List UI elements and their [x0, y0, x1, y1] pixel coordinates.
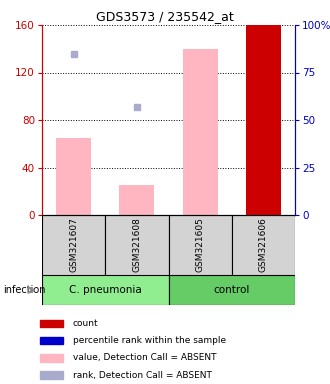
- Text: C. pneumonia: C. pneumonia: [69, 285, 142, 295]
- Bar: [169, 275, 295, 305]
- Text: control: control: [214, 285, 250, 295]
- Bar: [40, 354, 63, 362]
- Bar: [232, 215, 295, 275]
- Bar: [105, 215, 169, 275]
- Text: GSM321608: GSM321608: [132, 218, 141, 272]
- Bar: [42, 215, 105, 275]
- Text: count: count: [73, 319, 98, 328]
- Bar: [56, 138, 91, 215]
- Bar: [246, 25, 281, 215]
- Bar: [119, 185, 154, 215]
- Text: GDS3573 / 235542_at: GDS3573 / 235542_at: [96, 10, 234, 23]
- Bar: [40, 371, 63, 379]
- Bar: [42, 275, 169, 305]
- Text: GSM321606: GSM321606: [259, 218, 268, 272]
- Bar: [40, 337, 63, 344]
- Text: GSM321607: GSM321607: [69, 218, 78, 272]
- Bar: [169, 215, 232, 275]
- Text: rank, Detection Call = ABSENT: rank, Detection Call = ABSENT: [73, 371, 212, 380]
- Text: value, Detection Call = ABSENT: value, Detection Call = ABSENT: [73, 353, 216, 362]
- Text: percentile rank within the sample: percentile rank within the sample: [73, 336, 226, 345]
- Text: infection: infection: [3, 285, 46, 295]
- Text: GSM321605: GSM321605: [196, 218, 205, 272]
- Bar: [40, 319, 63, 327]
- Bar: [183, 49, 217, 215]
